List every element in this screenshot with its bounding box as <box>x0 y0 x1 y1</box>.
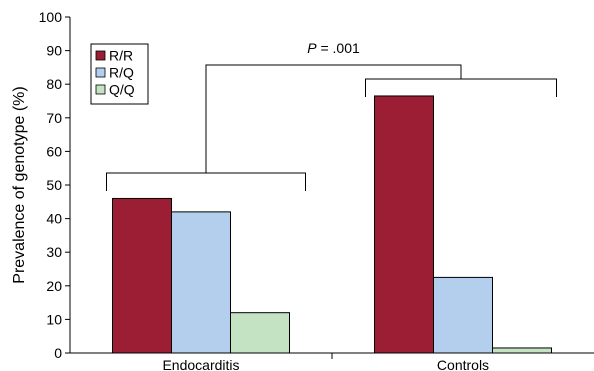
p-value-annotation: P = .001 <box>307 40 360 56</box>
p-value-italic: P <box>307 40 317 56</box>
bar-controls-rr <box>374 95 434 354</box>
y-tick-label: 10 <box>46 311 62 327</box>
y-axis-title: Prevalence of genotype (%) <box>11 86 28 283</box>
y-tick-label: 90 <box>46 43 62 59</box>
legend-label: R/Q <box>109 65 134 81</box>
y-tick-label: 100 <box>39 9 63 25</box>
y-tick-label: 60 <box>46 143 62 159</box>
bar-endocarditis-rq <box>171 211 231 354</box>
bar-endocarditis-rr <box>112 197 172 354</box>
category-label: Controls <box>437 357 489 371</box>
legend-swatch <box>95 84 106 95</box>
y-tick-label: 70 <box>46 110 62 126</box>
category-labels: Endocarditis Controls <box>162 353 489 371</box>
p-value-rest: = .001 <box>317 40 360 56</box>
y-tick-label: 40 <box>46 211 62 227</box>
legend-swatch <box>95 67 106 78</box>
legend: R/RR/QQ/Q <box>90 43 149 105</box>
bar-controls-rq <box>433 276 493 354</box>
bars-layer <box>112 95 552 354</box>
y-tick-label: 30 <box>46 244 62 260</box>
bracket-endocarditis <box>106 172 306 191</box>
y-tick-label: 80 <box>46 76 62 92</box>
significance-brackets <box>106 64 557 191</box>
bar-endocarditis-qq <box>230 312 290 354</box>
y-axis-ticks: 0 10 20 30 40 50 60 70 80 90 100 <box>39 9 70 361</box>
y-tick-label: 50 <box>46 177 62 193</box>
y-tick-label: 0 <box>54 345 62 361</box>
legend-label: Q/Q <box>109 82 135 98</box>
bracket-controls <box>365 78 557 97</box>
legend-label: R/R <box>109 48 133 64</box>
y-tick-label: 20 <box>46 278 62 294</box>
bracket-comparison <box>205 64 462 173</box>
category-label: Endocarditis <box>162 357 239 371</box>
bar-controls-qq <box>492 347 552 354</box>
legend-swatch <box>95 50 106 61</box>
